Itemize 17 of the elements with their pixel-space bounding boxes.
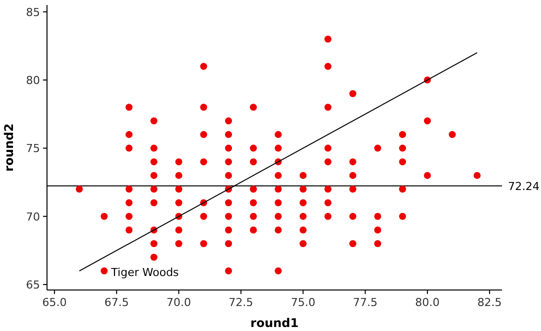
x-tick-label: 75.0 xyxy=(290,296,316,309)
x-tick-label: 65.0 xyxy=(42,296,67,309)
ref-line-label: 72.24 xyxy=(508,180,540,193)
x-axis-title: round1 xyxy=(250,316,299,330)
y-tick-label: 85 xyxy=(26,6,40,19)
x-tick-label: 72.5 xyxy=(228,296,254,309)
annotation: Tiger Woods xyxy=(110,266,180,279)
x-tick-label: 80.0 xyxy=(415,296,440,309)
y-tick-label: 75 xyxy=(26,142,40,156)
y-tick-label: 70 xyxy=(26,210,40,224)
y-tick-label: 80 xyxy=(26,74,40,87)
y-axis-title: round2 xyxy=(2,123,16,172)
x-tick-label: 82.5 xyxy=(477,296,502,309)
x-tick-label: 67.5 xyxy=(104,296,129,309)
x-tick-label: 77.5 xyxy=(353,296,378,309)
y-tick-label: 65 xyxy=(26,278,40,292)
x-tick-label: 70.0 xyxy=(166,296,192,309)
